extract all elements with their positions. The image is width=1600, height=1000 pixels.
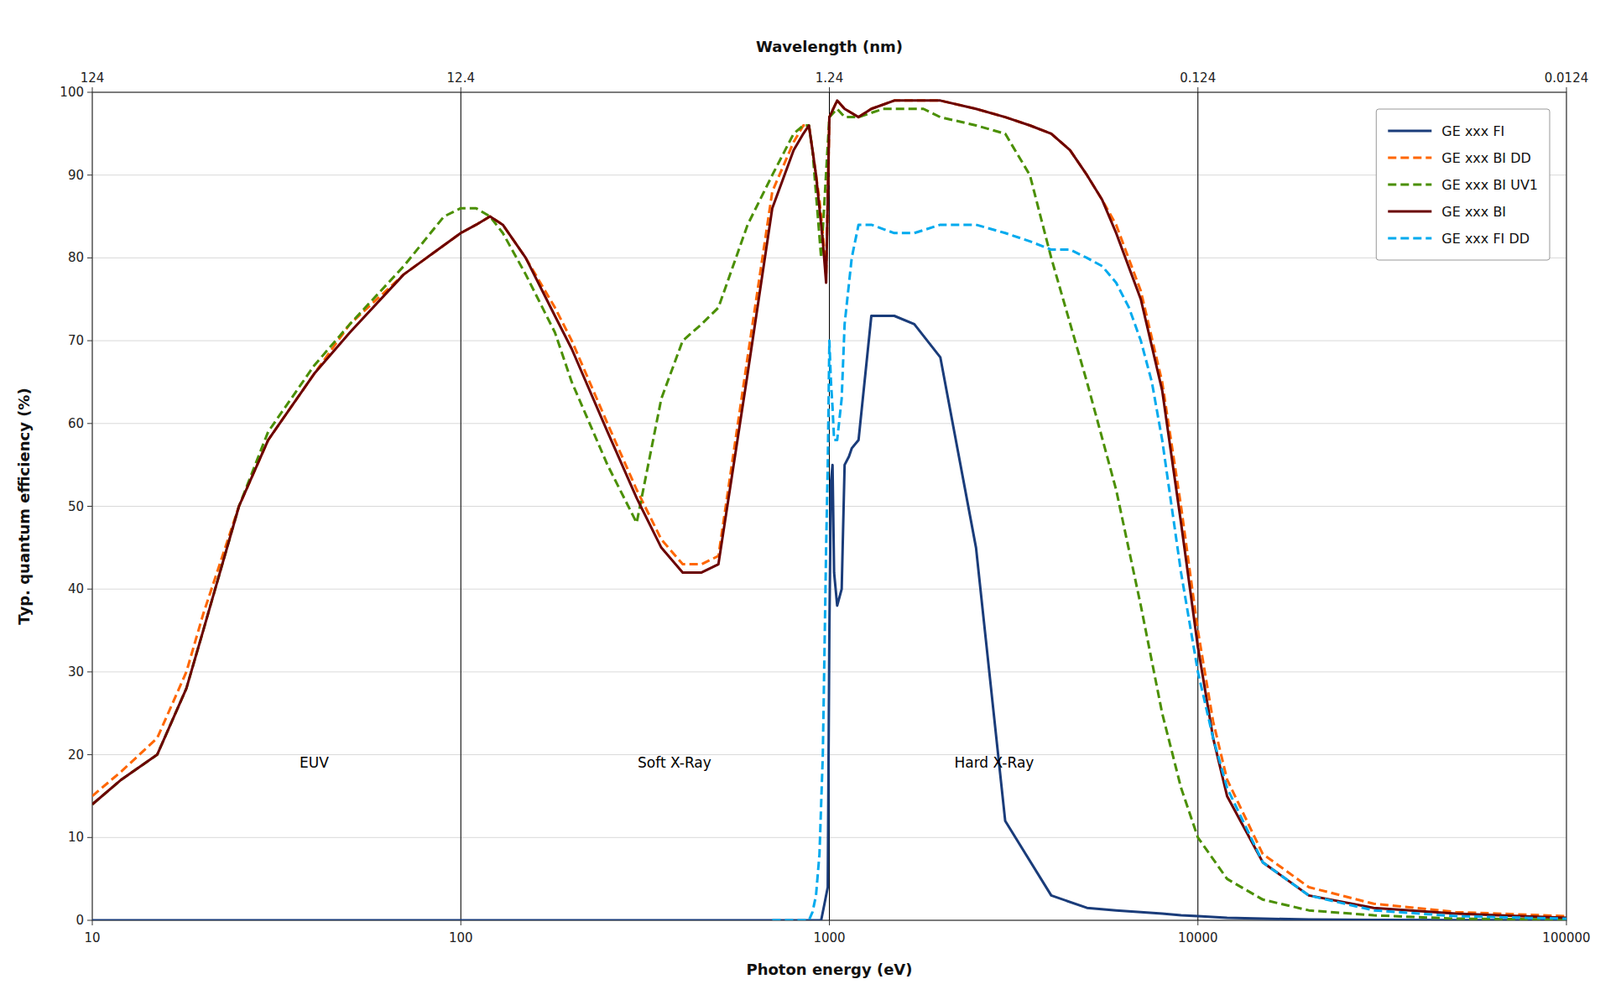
tick-y — [87, 837, 93, 839]
tick-label-x: 10000 — [1177, 930, 1219, 946]
tick-label-y: 10 — [67, 829, 84, 845]
tick-label-y: 80 — [67, 250, 84, 266]
region-label: Soft X-Ray — [637, 754, 712, 772]
tick-y — [87, 505, 93, 507]
legend-label: GE xxx BI — [1441, 203, 1507, 220]
tick-label-x: 10 — [83, 930, 100, 946]
tick-y — [87, 174, 93, 176]
tick-x2 — [1566, 87, 1568, 93]
chart: 10 100 1000 10000 100000 0 10 20 30 40 50 60 70 80 90 1… — [0, 0, 1600, 1000]
region-label: EUV — [299, 754, 329, 772]
series-line — [92, 100, 1567, 918]
region-line — [1197, 92, 1199, 921]
series-line — [92, 100, 1567, 917]
legend-frame — [1375, 109, 1550, 261]
tick-x — [1566, 920, 1568, 926]
x2-axis-label: Wavelength (nm) — [755, 37, 903, 56]
legend-label: GE xxx FI DD — [1441, 230, 1530, 247]
x-axis-label: Photon energy (eV) — [745, 960, 913, 979]
tick-y — [87, 340, 93, 342]
tick-label-y: 0 — [75, 912, 84, 928]
grid — [92, 92, 1567, 921]
tick-label-y: 60 — [67, 416, 84, 432]
background — [0, 0, 1600, 1000]
tick-x2 — [1197, 87, 1199, 93]
tick-label-y: 40 — [67, 581, 84, 597]
tick-y — [87, 92, 93, 94]
legend-swatch — [1387, 130, 1432, 133]
tick-label-x: 100 — [448, 930, 474, 946]
tick-x2 — [92, 87, 94, 93]
tick-label-x2: 0.124 — [1179, 70, 1216, 86]
tick-label-y: 70 — [67, 333, 84, 349]
legend-swatch — [1387, 156, 1432, 160]
tick-x2 — [828, 87, 830, 93]
tick-label-y: 50 — [67, 499, 84, 515]
legend-swatch — [1387, 183, 1432, 187]
series-line — [92, 109, 1567, 920]
tick-label-y: 30 — [67, 664, 84, 680]
tick-label-x2: 0.0124 — [1544, 70, 1590, 86]
tick-y — [87, 920, 93, 922]
axes: 10 100 1000 10000 100000 0 10 20 30 40 50 60 70 80 90 1… — [59, 70, 1590, 946]
legend: GE xxx FI GE xxx BI DD GE xxx BI UV1 GE xxx… — [1375, 109, 1550, 261]
tick-label-y: 90 — [67, 167, 84, 183]
plot-area — [92, 92, 1567, 921]
plot-frame — [92, 92, 1567, 921]
tick-label-x2: 12.4 — [447, 70, 475, 86]
tick-label-x: 1000 — [813, 930, 845, 946]
tick-x — [1197, 920, 1199, 926]
tick-label-y: 100 — [59, 84, 84, 100]
grid-line-x — [1197, 92, 1199, 921]
series-line — [771, 224, 1567, 921]
legend-label: GE xxx FI — [1441, 123, 1505, 140]
tick-label-x: 100000 — [1542, 930, 1590, 946]
tick-y — [87, 671, 93, 673]
legend-swatch — [1387, 237, 1432, 240]
tick-label-x2: 124 — [80, 70, 105, 86]
tick-x — [828, 920, 830, 926]
tick-label-x2: 1.24 — [815, 70, 844, 86]
y-axis-label: Typ. quantum efficiency (%) — [15, 387, 33, 625]
grid-line-x — [460, 92, 462, 921]
tick-x2 — [460, 87, 462, 93]
series-line — [92, 315, 1567, 921]
tick-y — [87, 588, 93, 590]
legend-swatch — [1387, 210, 1432, 214]
tick-y — [87, 257, 93, 259]
region-label: Hard X-Ray — [953, 754, 1034, 772]
region-line — [460, 92, 462, 921]
legend-label: GE xxx BI UV1 — [1441, 177, 1538, 193]
tick-x — [460, 920, 462, 926]
tick-y — [87, 422, 93, 424]
legend-label: GE xxx BI DD — [1441, 150, 1532, 167]
tick-label-y: 20 — [67, 747, 84, 763]
tick-y — [87, 754, 93, 756]
tick-x — [92, 920, 94, 926]
